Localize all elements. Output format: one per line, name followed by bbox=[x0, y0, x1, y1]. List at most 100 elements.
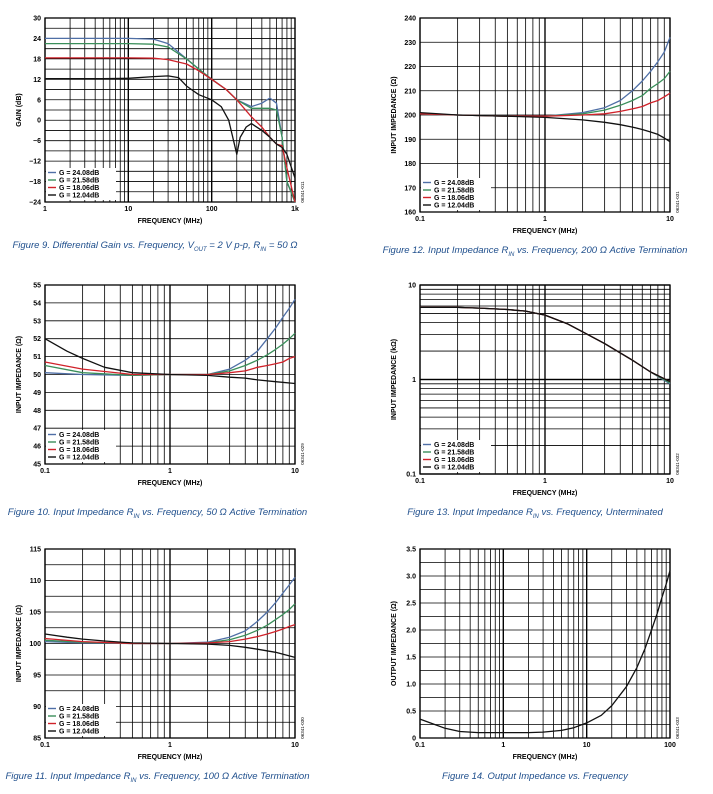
x-tick-label: 100 bbox=[664, 742, 676, 749]
y-tick-label: 160 bbox=[404, 210, 416, 217]
series-line-3 bbox=[420, 306, 671, 383]
legend-label: G = 18.06dB bbox=[434, 195, 474, 202]
x-tick-label: 1 bbox=[43, 206, 47, 213]
legend-background bbox=[46, 168, 116, 200]
x-axis-label: FREQUENCY (MHz) bbox=[513, 490, 578, 497]
figure-code: 06341-033 bbox=[675, 717, 680, 739]
y-tick-label: 2.0 bbox=[406, 628, 416, 635]
plot-frame bbox=[419, 548, 671, 739]
y-tick-label: 54 bbox=[33, 300, 41, 307]
legend-label: G = 24.08dB bbox=[434, 442, 474, 449]
legend-label: G = 18.06dB bbox=[59, 185, 99, 192]
x-tick-label: 1 bbox=[501, 742, 505, 749]
y-axis-label: INPUT IMPEDANCE (Ω) bbox=[16, 336, 23, 413]
y-tick-label: −6 bbox=[33, 138, 41, 145]
caption-fig9: Figure 9. Differential Gain vs. Frequenc… bbox=[12, 240, 298, 253]
x-tick-label: 10 bbox=[291, 468, 299, 475]
plot-frame bbox=[44, 17, 296, 203]
y-tick-label: 24 bbox=[33, 36, 41, 43]
grid bbox=[44, 17, 296, 203]
y-tick-label: 3.5 bbox=[406, 547, 416, 554]
y-tick-label: 240 bbox=[404, 16, 416, 23]
x-axis-label: FREQUENCY (MHz) bbox=[138, 754, 203, 761]
legend-label: G = 18.06dB bbox=[59, 721, 99, 728]
legend-label: G = 12.04dB bbox=[434, 465, 474, 472]
caption-fig13: Figure 13. Input Impedance RIN vs. Frequ… bbox=[407, 507, 663, 520]
legend-label: G = 12.04dB bbox=[59, 455, 99, 462]
plot-frame bbox=[44, 284, 296, 465]
x-tick-label: 1 bbox=[543, 216, 547, 223]
y-tick-label: 95 bbox=[33, 673, 41, 680]
y-tick-label: 85 bbox=[33, 736, 41, 743]
legend-background bbox=[421, 178, 491, 210]
legend-label: G = 24.08dB bbox=[59, 706, 99, 713]
y-tick-label: 100 bbox=[29, 641, 41, 648]
x-tick-label: 1 bbox=[168, 468, 172, 475]
legend-background bbox=[46, 704, 116, 736]
x-axis-label: FREQUENCY (MHz) bbox=[138, 218, 203, 225]
legend-label: G = 21.58dB bbox=[59, 178, 99, 185]
y-tick-label: 48 bbox=[33, 408, 41, 415]
legend-label: G = 12.04dB bbox=[59, 729, 99, 736]
y-tick-label: 49 bbox=[33, 390, 41, 397]
chart-svg: 55 54 53 52 51 50 49 48 47 46 450.1 1 10 FREQUENCY (M… bbox=[16, 283, 305, 488]
y-tick-label: 0.5 bbox=[406, 709, 416, 716]
grid bbox=[419, 548, 671, 739]
x-tick-label: 1 bbox=[168, 742, 172, 749]
y-tick-label: 50 bbox=[33, 372, 41, 379]
y-tick-label: 1 bbox=[412, 377, 416, 384]
caption-fig12: Figure 12. Input Impedance RIN vs. Frequ… bbox=[382, 245, 688, 258]
y-tick-label: 53 bbox=[33, 318, 41, 325]
y-axis-label: OUTPUT IMPEDANCE (Ω) bbox=[391, 601, 398, 686]
chart-fig12: 240 230 220 210 200 190 180 170 160 0.1 1 10 FREQUEN… bbox=[385, 12, 685, 237]
y-tick-label: 0.1 bbox=[406, 472, 416, 479]
y-tick-label: 210 bbox=[404, 88, 416, 95]
y-tick-label: 190 bbox=[404, 137, 416, 144]
x-tick-label: 0.1 bbox=[40, 468, 50, 475]
y-tick-label: 1.5 bbox=[406, 655, 416, 662]
y-tick-label: 45 bbox=[33, 462, 41, 469]
legend-background bbox=[46, 430, 116, 462]
figure-code: 06341-029 bbox=[300, 443, 305, 465]
legend-label: G = 18.06dB bbox=[434, 457, 474, 464]
legend-label: G = 18.06dB bbox=[59, 447, 99, 454]
y-axis-label: INPUT IMPEDANCE (Ω) bbox=[391, 76, 398, 153]
chart-fig10: 55 54 53 52 51 50 49 48 47 46 45 0.1 1 10 FREQUENCY (M… bbox=[10, 279, 310, 489]
legend-label: G = 21.58dB bbox=[59, 440, 99, 447]
legend-label: G = 21.58dB bbox=[434, 450, 474, 457]
y-tick-label: 0 bbox=[412, 736, 416, 743]
y-tick-label: 2.5 bbox=[406, 601, 416, 608]
chart-svg: 10 1 0.10.1 1 10 FREQUENCY (MHz) INPUT IMPEDAN… bbox=[391, 283, 680, 498]
series-line-3 bbox=[45, 75, 296, 179]
x-axis-label: FREQUENCY (MHz) bbox=[513, 228, 578, 235]
y-axis-label: GAIN (dB) bbox=[16, 93, 23, 126]
y-tick-label: 105 bbox=[29, 610, 41, 617]
y-tick-label: 55 bbox=[33, 283, 41, 290]
caption-fig14: Figure 14. Output Impedance vs. Frequenc… bbox=[442, 771, 628, 782]
legend-label: G = 21.58dB bbox=[59, 714, 99, 721]
y-tick-label: 30 bbox=[33, 16, 41, 23]
x-tick-label: 10 bbox=[666, 478, 674, 485]
y-tick-label: 0 bbox=[37, 118, 41, 125]
legend-label: G = 12.04dB bbox=[434, 203, 474, 210]
x-axis-label: FREQUENCY (MHz) bbox=[513, 754, 578, 761]
y-axis-label: INPUT IMPEDANCE (Ω) bbox=[16, 605, 23, 682]
legend-label: G = 21.58dB bbox=[434, 188, 474, 195]
legend-label: G = 24.08dB bbox=[59, 432, 99, 439]
x-tick-label: 10 bbox=[666, 216, 674, 223]
y-tick-label: −24 bbox=[29, 200, 41, 207]
x-tick-label: 10 bbox=[291, 742, 299, 749]
y-tick-label: 115 bbox=[30, 547, 41, 554]
series-line-3 bbox=[419, 111, 671, 143]
plot-frame bbox=[419, 284, 671, 475]
y-tick-label: 220 bbox=[404, 64, 416, 71]
x-tick-label: 0.1 bbox=[40, 742, 50, 749]
figure-code: 06341-031 bbox=[675, 191, 680, 213]
x-tick-label: 0.1 bbox=[415, 478, 425, 485]
y-tick-label: 3.0 bbox=[406, 574, 416, 581]
